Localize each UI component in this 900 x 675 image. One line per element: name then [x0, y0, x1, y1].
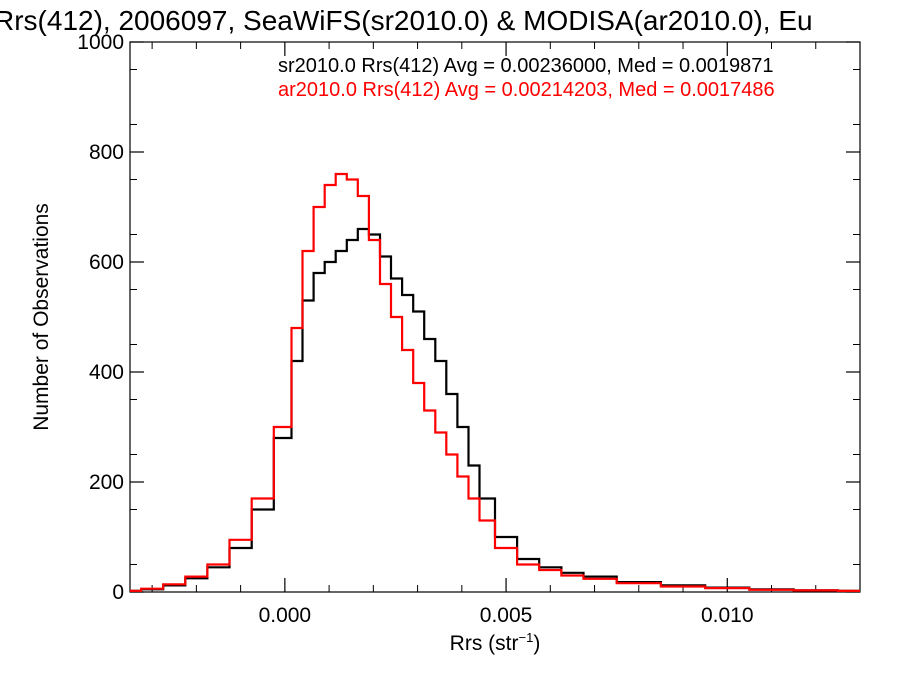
y-tick-label: 600: [89, 251, 124, 274]
histogram-series: [130, 172, 860, 592]
y-tick-label: 0: [112, 581, 124, 604]
legend-entry-sr2010: sr2010.0 Rrs(412) Avg = 0.00236000, Med …: [278, 55, 774, 77]
legend: sr2010.0 Rrs(412) Avg = 0.00236000, Med …: [278, 55, 775, 101]
y-axis-label: Number of Observations: [30, 203, 53, 431]
plot-frame: [129, 41, 861, 593]
x-axis-label: Rrs (str−1): [450, 630, 541, 655]
y-tick-label: 800: [89, 141, 124, 164]
chart-title: Rrs(412), 2006097, SeaWiFS(sr2010.0) & M…: [0, 5, 813, 36]
y-axis-ticks: 0 200 400 600 800 1000: [77, 31, 860, 604]
x-tick-label: 0.005: [480, 604, 533, 627]
x-tick-label: 0.010: [701, 604, 754, 627]
y-tick-label: 1000: [77, 31, 124, 54]
series-ar2010.0-line: [130, 172, 860, 592]
x-tick-label: 0.000: [259, 604, 312, 627]
series-sr2010.0-line: [130, 227, 860, 592]
y-tick-label: 200: [89, 471, 124, 494]
y-tick-label: 400: [89, 361, 124, 384]
legend-entry-ar2010: ar2010.0 Rrs(412) Avg = 0.00214203, Med …: [278, 79, 775, 101]
x-axis-ticks: 0.000 0.005 0.010: [151, 42, 861, 627]
